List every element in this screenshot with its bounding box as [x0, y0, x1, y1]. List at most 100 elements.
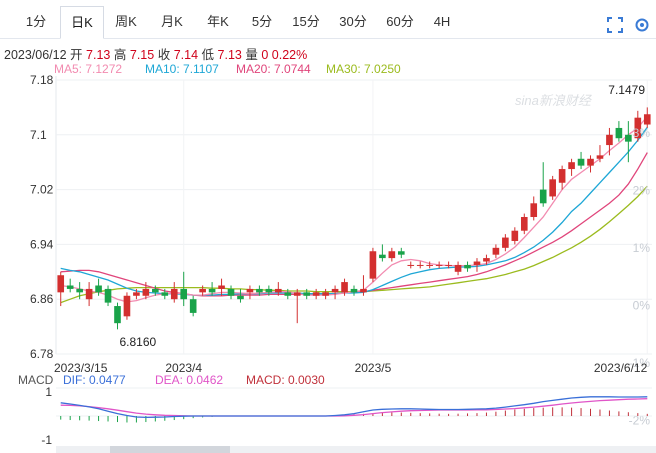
candle-body: [587, 158, 594, 166]
candle-body: [303, 292, 311, 296]
candle-body: [520, 217, 528, 231]
candle-body: [407, 264, 415, 266]
candle-body: [606, 134, 613, 146]
candle-body: [123, 295, 131, 317]
date-axis: 2023/3/15 2023/4 2023/5 2023/6/12: [54, 361, 648, 375]
price-tick-label: 7.02: [30, 183, 54, 197]
candle-body: [199, 288, 206, 293]
ohlc-info: 2023/06/12 开 7.13 高 7.15 收 7.14 低 7.13 量…: [4, 44, 307, 63]
candle-body: [350, 288, 358, 293]
tab-weekly-k[interactable]: 周K: [115, 14, 137, 29]
macd-value-legend: MACD: 0.0030: [246, 373, 325, 387]
percent-tick-label: -1%: [629, 356, 651, 370]
candle-body: [284, 292, 292, 296]
volume-label: 量: [245, 48, 258, 62]
candle-body: [227, 288, 235, 296]
date-tick-label: 2023/6/12: [594, 361, 648, 375]
tab-30min[interactable]: 30分: [339, 14, 367, 29]
price-tick-label: 7.18: [30, 73, 54, 87]
candle-body: [369, 251, 377, 279]
candle-body: [341, 282, 348, 293]
candle-body: [256, 288, 263, 293]
percent-tick-label: 0%: [633, 299, 651, 313]
percent-axis: 3% 2% 1% 0% -1% -2%: [629, 126, 651, 428]
candle-body: [511, 230, 519, 241]
price-tick-label: 6.94: [30, 237, 54, 251]
ma10-legend: MA10: 7.1107: [145, 62, 219, 76]
candle-body: [643, 114, 651, 125]
candle-body: [426, 264, 433, 266]
candle-body: [558, 169, 566, 183]
date-tick-label: 2023/5: [355, 361, 392, 375]
ma5-legend: MA5: 7.1272: [54, 62, 123, 76]
tab-daily-k[interactable]: 日K: [60, 6, 104, 39]
ma20-polyline: [60, 152, 648, 297]
ma20-line: [60, 152, 648, 297]
ma30-polyline: [60, 185, 648, 304]
tab-4h[interactable]: 4H: [433, 14, 451, 29]
candle-body: [218, 285, 225, 289]
candle-body: [435, 264, 443, 266]
candle-body: [293, 292, 301, 296]
candle-body: [237, 295, 244, 300]
scroll-bar: [56, 446, 656, 453]
candle-body: [312, 292, 320, 296]
candle-body: [568, 162, 575, 170]
candle-body: [492, 247, 500, 255]
candle-body: [502, 237, 509, 248]
tab-15min[interactable]: 15分: [292, 14, 320, 29]
candle-body: [322, 292, 329, 296]
close-value: 7.14: [173, 48, 199, 62]
macd-legend: MACD DIF: 0.0477 DEA: 0.0462 MACD: 0.003…: [18, 373, 325, 387]
candle-body: [189, 299, 197, 313]
candle-body: [454, 264, 462, 272]
candle-body: [397, 251, 405, 255]
candle-body: [161, 292, 169, 296]
candle-body: [180, 288, 188, 300]
ma5-line: [60, 115, 648, 303]
open-value: 7.13: [86, 48, 111, 62]
candle-body: [85, 288, 93, 300]
tab-yearly-k[interactable]: 年K: [207, 14, 229, 29]
gear-icon[interactable]: [633, 16, 651, 34]
tab-1min[interactable]: 1分: [25, 14, 47, 29]
price-tick-label: 7.1: [30, 128, 47, 142]
watermark-text: sina新浪财经: [515, 93, 593, 108]
candle-body: [66, 285, 74, 289]
ma30-line: [60, 185, 648, 304]
macd-title: MACD: [18, 373, 54, 387]
macd-tick-label: 1: [45, 385, 52, 399]
sina-watermark: sina新浪财经: [515, 93, 593, 108]
percent-tick-label: 1%: [633, 241, 651, 255]
high-label: 高: [113, 48, 127, 62]
price-tick-label: 6.86: [30, 292, 54, 306]
info-date: 2023/06/12: [4, 48, 67, 62]
candle-body: [76, 288, 83, 293]
period-tabs: 1分 日K 周K 月K 年K 5分 15分 30分 60分 4H: [0, 6, 656, 39]
macd-tick-label: -1: [41, 433, 52, 447]
percent-tick-label: 3%: [633, 126, 651, 140]
candle-body: [615, 127, 623, 139]
date-tick-label: 2023/4: [165, 361, 202, 375]
open-label: 开: [70, 48, 83, 62]
macd-histogram: [60, 407, 648, 423]
percent-tick-label: -2%: [629, 414, 651, 428]
tab-60min[interactable]: 60分: [386, 14, 414, 29]
candle-body: [379, 254, 386, 259]
candle-body: [634, 117, 642, 139]
candle-body: [95, 285, 102, 293]
tab-5min[interactable]: 5分: [251, 14, 273, 29]
ma5-polyline: [60, 115, 648, 303]
macd-axis: 1 -1: [41, 385, 52, 447]
dif-polyline: [60, 396, 648, 419]
low-value: 7.13: [217, 48, 242, 62]
dif-line: [60, 396, 648, 419]
close-label: 收: [157, 48, 171, 62]
candle-body: [246, 288, 254, 293]
candle-body: [57, 275, 65, 293]
candle-body: [388, 251, 396, 259]
price-axis: 7.18 7.1 7.02 6.94 6.86 6.78: [30, 73, 54, 361]
fullscreen-icon[interactable]: [606, 16, 624, 34]
tab-monthly-k[interactable]: 月K: [161, 14, 183, 29]
candle-body: [549, 179, 556, 197]
